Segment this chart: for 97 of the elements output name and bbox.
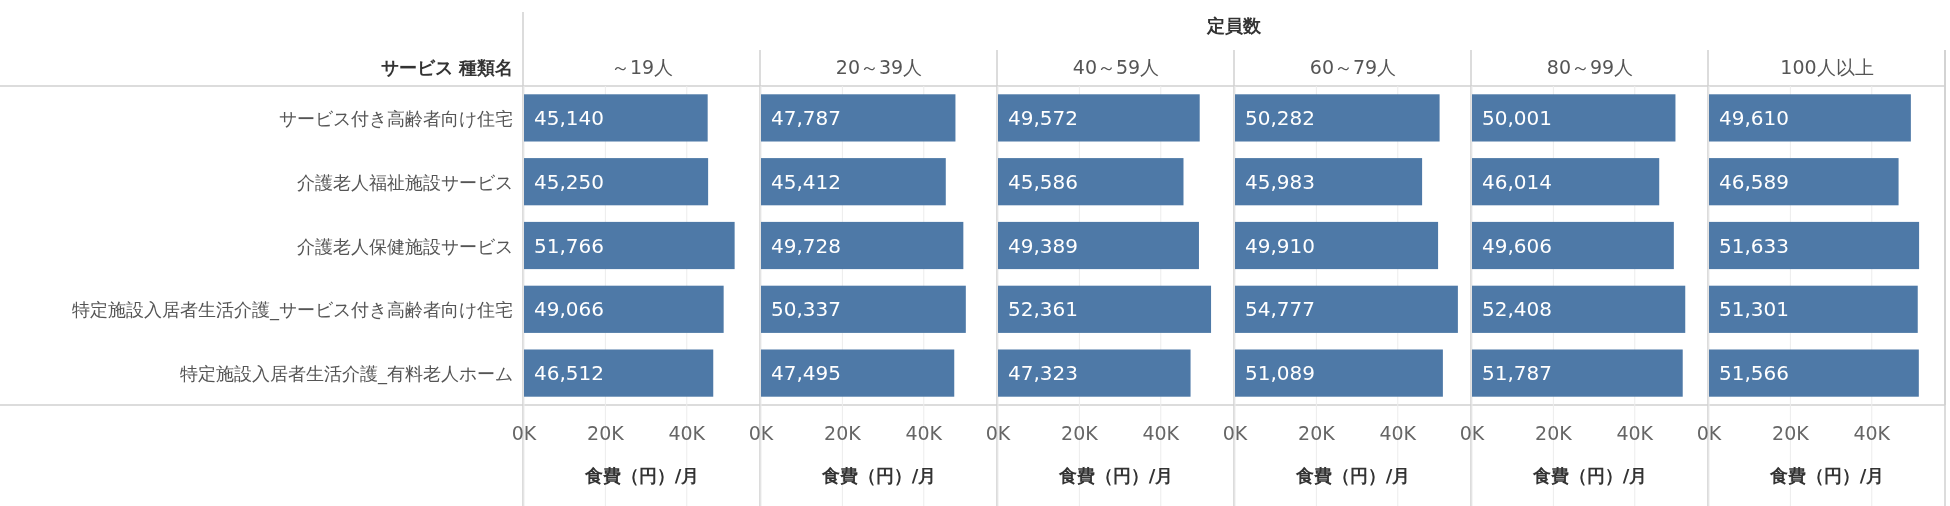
data-label: 49,910	[1245, 233, 1315, 258]
bar	[998, 349, 1191, 397]
y-axis-title: サービス 種類名	[380, 57, 513, 78]
bar	[761, 285, 966, 333]
x-axis-title: 食費（円）/月	[1531, 465, 1648, 486]
x-tick-label: 40K	[668, 422, 706, 444]
bar	[761, 158, 946, 206]
data-label: 50,282	[1245, 105, 1315, 130]
x-tick-label: 0K	[511, 422, 537, 444]
y-tick-label: 介護老人保健施設サービス	[297, 235, 513, 257]
x-tick-label: 20K	[1535, 422, 1573, 444]
data-label: 51,633	[1719, 233, 1789, 258]
bar	[761, 221, 964, 270]
bar	[524, 285, 724, 333]
bar	[524, 349, 714, 397]
bar	[998, 158, 1184, 206]
x-tick-label: 20K	[1061, 422, 1099, 444]
x-tick-label: 40K	[1616, 422, 1654, 444]
x-tick-label: 20K	[1772, 422, 1810, 444]
x-axis-title: 食費（円）/月	[583, 465, 700, 486]
data-label: 47,495	[771, 361, 841, 386]
y-tick-label: 特定施設入居者生活介護_有料老人ホーム	[180, 363, 513, 386]
data-label: 52,361	[1008, 297, 1078, 322]
data-label: 51,787	[1482, 361, 1552, 386]
x-axis-title: 食費（円）/月	[820, 465, 937, 486]
x-tick-label: 0K	[1222, 422, 1248, 444]
bar	[1709, 221, 1920, 270]
bar	[1472, 349, 1683, 397]
bar	[1709, 349, 1919, 397]
bar	[1472, 94, 1676, 142]
data-label: 54,777	[1245, 297, 1315, 322]
text: 定員数	[1206, 15, 1262, 36]
data-label: 49,572	[1008, 105, 1078, 130]
bar	[1472, 221, 1674, 270]
data-label: 47,787	[771, 105, 841, 130]
data-label: 51,766	[534, 233, 604, 258]
bar	[1235, 349, 1443, 397]
chart-title: 20～39人	[835, 56, 923, 78]
data-label: 50,337	[771, 297, 841, 322]
data-label: 49,606	[1482, 233, 1552, 258]
bar	[761, 94, 956, 142]
data-label: 46,512	[534, 361, 604, 386]
data-label: 49,066	[534, 297, 604, 322]
data-label: 45,412	[771, 169, 841, 194]
bar	[1709, 158, 1899, 206]
bar	[1472, 158, 1660, 206]
chart-title: 40～59人	[1072, 56, 1160, 78]
bar	[1235, 285, 1458, 333]
bar	[524, 158, 709, 206]
data-label: 51,566	[1719, 361, 1789, 386]
data-label: 45,586	[1008, 169, 1078, 194]
x-tick-label: 40K	[905, 422, 943, 444]
x-tick-label: 20K	[1298, 422, 1336, 444]
y-tick-label: 特定施設入居者生活介護_サービス付き高齢者向け住宅	[72, 299, 513, 322]
y-tick-label: サービス付き高齢者向け住宅	[279, 107, 513, 129]
x-tick-label: 20K	[587, 422, 625, 444]
bar	[1235, 158, 1423, 206]
bar	[524, 221, 735, 270]
chart-title: ～19人	[610, 56, 674, 78]
bar	[1235, 94, 1440, 142]
x-tick-label: 0K	[985, 422, 1011, 444]
data-label: 45,140	[534, 105, 604, 130]
x-axis-title: 食費（円）/月	[1057, 465, 1174, 486]
data-label: 50,001	[1482, 105, 1552, 130]
data-label: 49,389	[1008, 233, 1078, 258]
data-label: 47,323	[1008, 361, 1078, 386]
x-tick-label: 40K	[1142, 422, 1180, 444]
data-label: 46,589	[1719, 169, 1789, 194]
data-label: 51,089	[1245, 361, 1315, 386]
data-label: 45,983	[1245, 169, 1315, 194]
bar	[998, 221, 1199, 270]
x-tick-label: 40K	[1853, 422, 1891, 444]
x-tick-label: 0K	[1696, 422, 1722, 444]
chart-title: 100人以上	[1780, 56, 1874, 78]
x-tick-label: 20K	[824, 422, 862, 444]
data-label: 49,728	[771, 233, 841, 258]
chart-title: 80～99人	[1546, 56, 1634, 78]
x-axis-title: 食費（円）/月	[1768, 465, 1885, 486]
bar	[1709, 285, 1918, 333]
data-label: 49,610	[1719, 105, 1789, 130]
data-label: 45,250	[534, 169, 604, 194]
bar	[998, 285, 1212, 333]
data-label: 46,014	[1482, 169, 1552, 194]
x-tick-label: 40K	[1379, 422, 1417, 444]
bar	[524, 94, 708, 142]
x-tick-label: 0K	[748, 422, 774, 444]
bar	[1709, 94, 1911, 142]
bar	[761, 349, 955, 397]
data-label: 52,408	[1482, 297, 1552, 322]
bar	[998, 94, 1200, 142]
x-axis-title: 食費（円）/月	[1294, 465, 1411, 486]
bar	[1472, 285, 1686, 333]
chart-title: 60～79人	[1309, 56, 1397, 78]
data-label: 51,301	[1719, 297, 1789, 322]
bar	[1235, 221, 1439, 270]
x-tick-label: 0K	[1459, 422, 1485, 444]
y-tick-label: 介護老人福祉施設サービス	[297, 171, 513, 193]
